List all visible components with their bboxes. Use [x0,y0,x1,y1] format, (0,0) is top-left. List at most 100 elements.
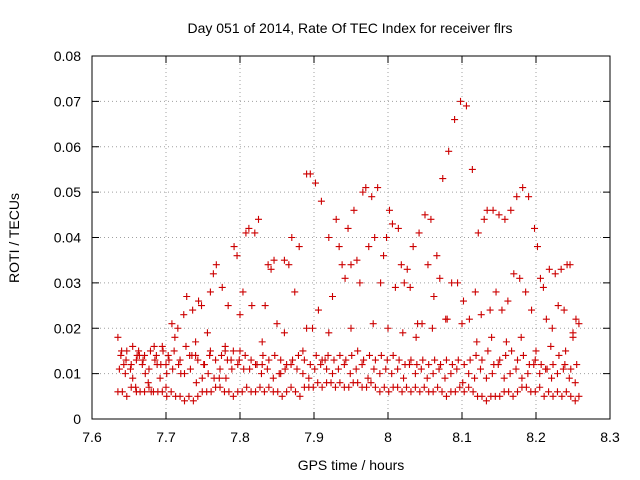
data-point [194,356,202,364]
data-point [210,374,218,382]
data-point [545,388,553,396]
data-point [233,252,241,260]
data-point [528,306,536,314]
data-point [465,370,473,378]
data-point [203,329,211,337]
data-point [192,338,200,346]
data-point [376,388,384,396]
data-point [260,388,268,396]
data-point [517,333,525,341]
data-point [518,374,526,382]
data-point [114,333,122,341]
axis-ticks: 7.6 7.7 7.8 7.9 8 8.1 8.2 8.3 0 0.01 0.02 0.03 0.04 0… [54,48,620,445]
data-point [553,388,561,396]
data-point [406,283,414,291]
data-point [482,397,490,405]
data-point [206,347,214,355]
data-point [314,379,322,387]
data-point [472,351,480,359]
data-point [394,224,402,232]
data-point [411,383,419,391]
data-point [218,283,226,291]
data-point [198,302,206,310]
y-tick-label: 0.02 [54,320,81,336]
data-point [443,315,451,323]
data-point [318,383,326,391]
data-point [158,388,166,396]
data-point [400,374,408,382]
data-point [555,351,563,359]
data-point [150,342,158,350]
data-point [439,175,447,183]
data-point [277,356,285,364]
data-point [359,188,367,196]
data-point [129,374,137,382]
data-point [465,315,473,323]
data-point [395,356,403,364]
data-point [334,365,342,373]
data-point [306,361,314,369]
data-point [478,392,486,400]
data-point [288,234,296,241]
chart-title: Day 051 of 2014, Rate Of TEC Index for r… [187,20,512,36]
data-point [385,388,393,396]
data-point [331,383,339,391]
data-point [176,392,184,400]
y-tick-label: 0.08 [54,48,81,64]
data-point [311,365,319,373]
data-point [206,351,214,359]
data-point [115,365,123,373]
data-point [135,347,143,355]
y-tick-label: 0 [73,411,81,427]
data-point [436,274,444,282]
data-point [471,288,479,296]
data-point [500,374,508,382]
data-point [531,224,539,232]
x-tick-label: 7.7 [156,429,176,445]
data-point [171,333,179,341]
data-point [342,356,350,364]
data-point [462,102,470,110]
data-point [433,252,441,260]
data-point [407,388,415,396]
data-point [424,261,432,269]
data-point [312,351,320,359]
x-tick-label: 8.3 [600,429,620,445]
data-point [324,351,332,359]
data-point [533,243,541,251]
data-point [209,270,217,278]
data-point [383,356,391,364]
data-point [263,365,271,373]
x-tick-label: 7.8 [230,429,250,445]
data-point [460,361,468,369]
data-point [183,292,191,300]
data-point [132,383,140,391]
data-point [252,388,260,396]
data-point [222,374,230,382]
data-point [465,383,473,391]
data-point [411,370,419,378]
data-point [469,388,477,396]
data-point [299,347,307,355]
data-point [473,338,481,346]
data-point [350,206,358,214]
data-point [366,351,373,359]
data-point [223,356,231,364]
data-point [344,224,352,232]
data-point [164,351,172,359]
data-point [245,224,253,232]
data-point [261,302,269,310]
data-point [354,347,362,355]
data-point [451,116,459,124]
data-point [394,365,402,373]
data-point [265,356,273,364]
data-point [514,356,521,364]
data-point [506,370,514,378]
data-point [566,261,574,269]
data-point [380,252,388,260]
data-point [162,383,170,391]
data-point [456,383,464,391]
data-point [309,383,317,391]
data-point [152,351,160,359]
data-point [409,243,417,251]
